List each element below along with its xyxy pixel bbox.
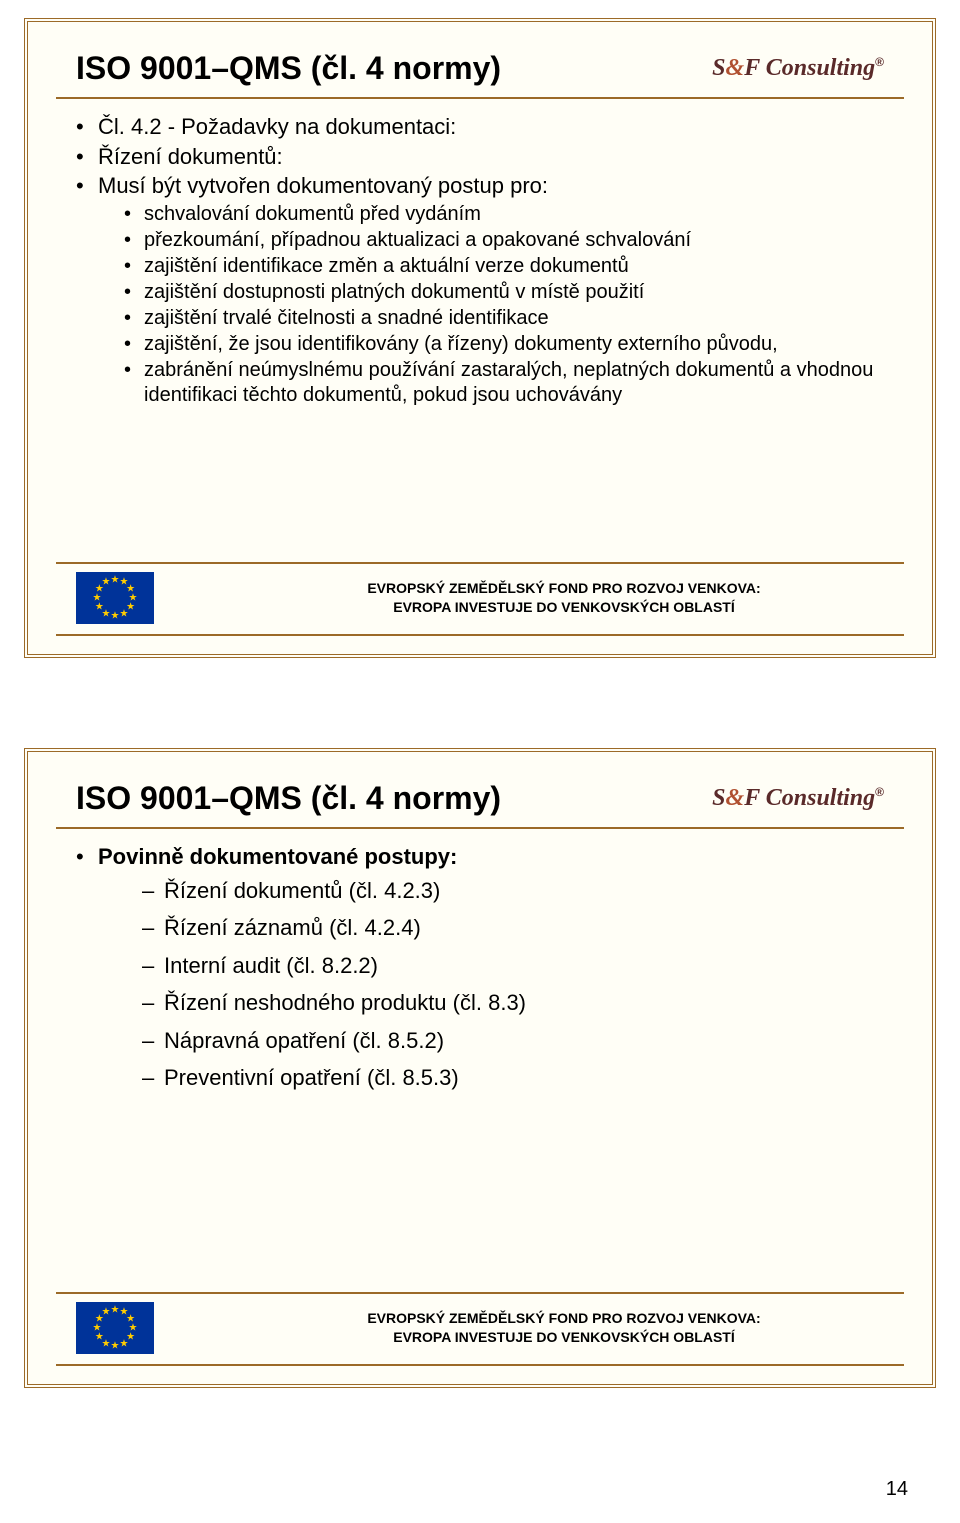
footer-rule-top [56, 1292, 904, 1294]
slide2-title: ISO 9001–QMS (čl. 4 normy) [76, 780, 501, 817]
list-text: zabránění neúmyslnému používání zastaral… [144, 359, 873, 406]
page-number: 14 [24, 1478, 936, 1517]
list-item: Interní audit (čl. 8.2.2) [142, 952, 884, 980]
list-item: zajištění identifikace změn a aktuální v… [124, 254, 884, 279]
footer-rule-top [56, 562, 904, 564]
footer-line: EVROPSKÝ ZEMĚDĚLSKÝ FOND PRO ROZVOJ VENK… [244, 1309, 884, 1328]
slide1-footer: ★★★★★★★★★★★★ EVROPSKÝ ZEMĚDĚLSKÝ FOND PR… [56, 562, 904, 636]
list-text: Interní audit (čl. 8.2.2) [164, 953, 378, 978]
slide2-list: Povinně dokumentované postupy: Řízení do… [56, 843, 904, 1092]
list-text: schvalování dokumentů před vydáním [144, 203, 481, 225]
list-text: Řízení neshodného produktu (čl. 8.3) [164, 990, 526, 1015]
slide2-footer: ★★★★★★★★★★★★ EVROPSKÝ ZEMĚDĚLSKÝ FOND PR… [56, 1292, 904, 1366]
slide-1: ISO 9001–QMS (čl. 4 normy) S&F Consultin… [24, 18, 936, 658]
list-text: Řízení dokumentů (čl. 4.2.3) [164, 878, 440, 903]
slide1-header: ISO 9001–QMS (čl. 4 normy) S&F Consultin… [76, 50, 884, 87]
footer-rule-bottom [56, 1364, 904, 1366]
footer-row: ★★★★★★★★★★★★ EVROPSKÝ ZEMĚDĚLSKÝ FOND PR… [56, 572, 904, 624]
logo-part: S [712, 785, 725, 811]
slide-2: ISO 9001–QMS (čl. 4 normy) S&F Consultin… [24, 748, 936, 1388]
slide1-sublist: schvalování dokumentů před vydáním přezk… [98, 202, 884, 408]
sf-consulting-logo: S&F Consulting® [712, 55, 884, 82]
list-item: Preventivní opatření (čl. 8.5.3) [142, 1064, 884, 1092]
slide1-list: Čl. 4.2 - Požadavky na dokumentaci: Říze… [56, 113, 904, 408]
list-text: Řízení dokumentů: [98, 144, 283, 169]
list-heading: Povinně dokumentované postupy: [98, 844, 457, 869]
list-item: Řízení záznamů (čl. 4.2.4) [142, 914, 884, 942]
footer-line: EVROPA INVESTUJE DO VENKOVSKÝCH OBLASTÍ [244, 598, 884, 617]
list-text: Čl. 4.2 - Požadavky na dokumentaci: [98, 114, 456, 139]
list-text: Nápravná opatření (čl. 8.5.2) [164, 1028, 444, 1053]
list-item: Řízení neshodného produktu (čl. 8.3) [142, 989, 884, 1017]
list-item: Musí být vytvořen dokumentovaný postup p… [76, 172, 884, 408]
title-rule [56, 97, 904, 99]
footer-line: EVROPSKÝ ZEMĚDĚLSKÝ FOND PRO ROZVOJ VENK… [244, 579, 884, 598]
fund-text: EVROPSKÝ ZEMĚDĚLSKÝ FOND PRO ROZVOJ VENK… [244, 1309, 884, 1347]
fund-text: EVROPSKÝ ZEMĚDĚLSKÝ FOND PRO ROZVOJ VENK… [244, 579, 884, 617]
slide1-title: ISO 9001–QMS (čl. 4 normy) [76, 50, 501, 87]
list-item: Řízení dokumentů: [76, 143, 884, 171]
list-text: Musí být vytvořen dokumentovaný postup p… [98, 173, 548, 198]
list-text: zajištění trvalé čitelnosti a snadné ide… [144, 307, 549, 329]
logo-amp: & [726, 785, 745, 811]
eu-flag-icon: ★★★★★★★★★★★★ [76, 572, 154, 624]
list-text: Preventivní opatření (čl. 8.5.3) [164, 1065, 459, 1090]
sf-consulting-logo: S&F Consulting® [712, 785, 884, 812]
slide2-header: ISO 9001–QMS (čl. 4 normy) S&F Consultin… [76, 780, 884, 817]
list-item: zajištění trvalé čitelnosti a snadné ide… [124, 306, 884, 331]
logo-tm: ® [875, 55, 884, 69]
page: ISO 9001–QMS (čl. 4 normy) S&F Consultin… [0, 0, 960, 1523]
logo-part: S [712, 55, 725, 81]
list-item: Nápravná opatření (čl. 8.5.2) [142, 1027, 884, 1055]
list-item: Řízení dokumentů (čl. 4.2.3) [142, 877, 884, 905]
list-item: schvalování dokumentů před vydáním [124, 202, 884, 227]
list-item: zajištění, že jsou identifikovány (a říz… [124, 332, 884, 357]
logo-tm: ® [875, 785, 884, 799]
list-item: Čl. 4.2 - Požadavky na dokumentaci: [76, 113, 884, 141]
list-text: přezkoumání, případnou aktualizaci a opa… [144, 229, 691, 251]
list-item: Povinně dokumentované postupy: Řízení do… [76, 843, 884, 1092]
list-text: Řízení záznamů (čl. 4.2.4) [164, 915, 421, 940]
list-item: zabránění neúmyslnému používání zastaral… [124, 358, 884, 408]
list-text: zajištění identifikace změn a aktuální v… [144, 255, 629, 277]
list-text: zajištění, že jsou identifikovány (a říz… [144, 333, 778, 355]
slide2-sublist: Řízení dokumentů (čl. 4.2.3) Řízení zázn… [98, 877, 884, 1092]
list-item: přezkoumání, případnou aktualizaci a opa… [124, 228, 884, 253]
list-item: zajištění dostupnosti platných dokumentů… [124, 280, 884, 305]
flag-stars: ★★★★★★★★★★★★ [76, 572, 154, 624]
logo-part: F Consulting [744, 55, 875, 81]
list-text: zajištění dostupnosti platných dokumentů… [144, 281, 644, 303]
footer-row: ★★★★★★★★★★★★ EVROPSKÝ ZEMĚDĚLSKÝ FOND PR… [56, 1302, 904, 1354]
title-rule [56, 827, 904, 829]
footer-rule-bottom [56, 634, 904, 636]
logo-part: F Consulting [744, 785, 875, 811]
eu-flag-icon: ★★★★★★★★★★★★ [76, 1302, 154, 1354]
footer-line: EVROPA INVESTUJE DO VENKOVSKÝCH OBLASTÍ [244, 1328, 884, 1347]
flag-stars: ★★★★★★★★★★★★ [76, 1302, 154, 1354]
logo-amp: & [726, 55, 745, 81]
